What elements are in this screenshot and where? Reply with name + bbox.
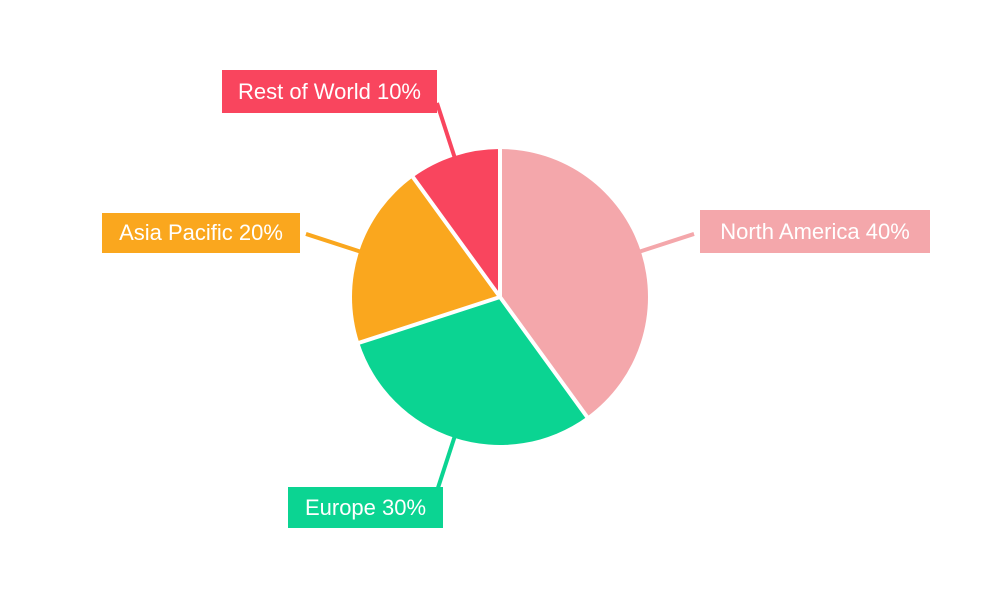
pie-slice-rest-of-world[interactable] [413,149,500,297]
slice-separator [358,295,501,345]
pie-slice-north-america[interactable] [500,149,649,417]
slice-label-asia-pacific: Asia Pacific 20% [102,213,300,253]
slice-label-rest-of-world: Rest of World 10% [222,70,437,113]
slice-label-north-america: North America 40% [700,210,930,253]
leader-line-europe [435,435,457,492]
leader-line-asia-pacific [305,232,362,254]
leader-line-north-america [638,232,695,254]
pie-slice-europe[interactable] [359,297,587,446]
leader-line-rest-of-world [435,102,457,159]
slice-separator [411,175,502,299]
pie-slice-asia-pacific[interactable] [352,177,500,343]
slice-label-europe: Europe 30% [288,487,443,528]
slice-separator [498,295,589,419]
